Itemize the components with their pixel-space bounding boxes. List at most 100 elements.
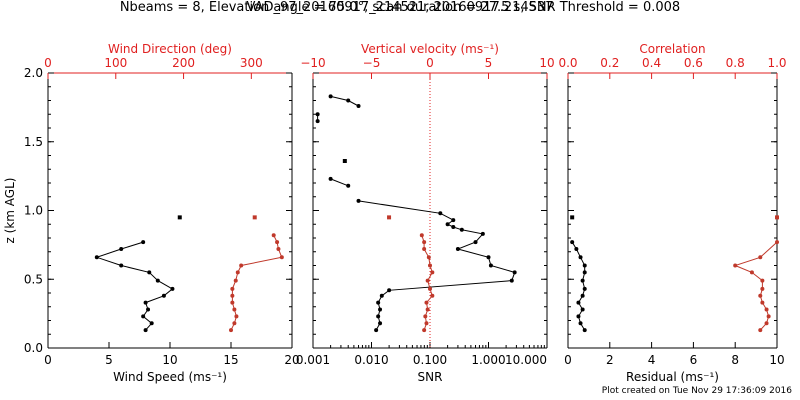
residual-series-0-point — [570, 240, 575, 245]
snr-series-1-point — [425, 307, 430, 312]
wind-series-1-point — [230, 286, 235, 291]
snr-xlabel-bottom: SNR — [418, 370, 443, 384]
residual-series-1-point — [760, 300, 765, 305]
snr-series-0-point — [328, 94, 333, 99]
residual-series-1-point — [766, 314, 771, 319]
wind-xtick-label-bottom: 10 — [162, 353, 177, 367]
residual-xtick-label-bottom: 6 — [690, 353, 698, 367]
snr-series-0-line — [330, 95, 359, 107]
residual-series-0-point — [576, 314, 581, 319]
wind-xtick-label-bottom: 20 — [284, 353, 299, 367]
figure-title-line2: Nbeams = 8, Elevation angle = 75.0°, sca… — [119, 0, 681, 15]
snr-xtick-label-top: −5 — [363, 56, 381, 70]
wind-series-0-point — [149, 321, 154, 326]
wind-xtick-label-top: 0 — [44, 56, 52, 70]
y-tick-label: 2.0 — [24, 66, 43, 80]
snr-series-1-point — [425, 278, 430, 283]
snr-series-0-point — [315, 119, 320, 124]
snr-series-0-point — [512, 270, 517, 275]
snr-xtick-label-bottom: 0.001 — [296, 353, 330, 367]
residual-series-1-point — [764, 307, 769, 312]
snr-xtick-label-bottom: 0.100 — [413, 353, 447, 367]
snr-series-0-point — [346, 183, 351, 188]
residual-series-0-isolated-point — [570, 215, 575, 220]
snr-series-1-point — [430, 270, 435, 275]
wind-series-0-point — [94, 255, 99, 260]
wind-series-0-isolated-point — [177, 215, 182, 220]
residual-series-0-point — [580, 278, 585, 283]
snr-series-0-point — [374, 328, 379, 333]
snr-series-1-point — [428, 263, 432, 268]
wind-xtick-label-bottom: 0 — [44, 353, 52, 367]
snr-xtick-label-top: 10 — [539, 56, 554, 70]
snr-series-1-point — [430, 293, 435, 298]
wind-series-0-point — [155, 278, 160, 283]
wind-series-0-point — [143, 328, 148, 333]
snr-series-0-point — [438, 211, 443, 216]
snr-series-0-point — [378, 307, 383, 312]
wind-series-1-point — [239, 263, 244, 268]
wind-series-0-point — [119, 263, 124, 268]
wind-series-0-point — [170, 286, 175, 291]
wind-series-0-point — [141, 240, 146, 245]
residual-xlabel-top: Correlation — [639, 42, 705, 56]
snr-series-0-point — [459, 227, 464, 232]
y-tick-label: 0.5 — [24, 272, 43, 286]
wind-xtick-label-top: 300 — [240, 56, 263, 70]
snr-series-0-point — [376, 314, 381, 319]
snr-series-0-point — [473, 240, 478, 245]
snr-series-1-point — [426, 255, 431, 260]
residual-xtick-label-bottom: 10 — [769, 353, 784, 367]
snr-series-0-point — [451, 225, 456, 229]
residual-series-0-point — [582, 263, 587, 268]
snr-series-1-point — [422, 247, 427, 251]
wind-xtick-label-top: 200 — [172, 56, 195, 70]
snr-series-0-point — [378, 321, 383, 326]
residual-series-0-point — [582, 270, 587, 275]
snr-xtick-label-bottom: 1.000 — [471, 353, 505, 367]
wind-series-1-point — [230, 300, 235, 305]
snr-series-1-isolated-point — [387, 215, 392, 220]
residual-series-0-point — [582, 286, 587, 291]
residual-series-1-point — [760, 278, 765, 283]
residual-series-1-line — [733, 241, 778, 331]
residual-xtick-label-top: 0.0 — [558, 56, 577, 70]
snr-series-0-point — [328, 176, 333, 181]
wind-xtick-label-bottom: 15 — [223, 353, 238, 367]
wind-series-0-point — [119, 247, 124, 251]
snr-series-0-point — [315, 112, 320, 117]
snr-series-1-point — [422, 240, 427, 245]
snr-series-0-point — [480, 231, 485, 236]
residual-series-0-point — [580, 307, 585, 312]
wind-series-0-point — [141, 314, 146, 319]
snr-series-1-point — [428, 286, 432, 291]
snr-xtick-label-top: −10 — [300, 56, 325, 70]
wind-series-0-point — [161, 293, 166, 298]
snr-series-0-point — [445, 222, 450, 227]
residual-series-1-point — [760, 286, 765, 291]
residual-xtick-label-top: 0.6 — [684, 56, 703, 70]
snr-series-1-point — [423, 314, 428, 319]
wind-xtick-label-top: 100 — [104, 56, 127, 70]
wind-series-1-line — [230, 235, 283, 331]
snr-series-1-point — [424, 300, 429, 305]
snr-series-0-point — [451, 218, 456, 223]
residual-series-0-point — [574, 247, 579, 251]
y-axis-label: z (km AGL) — [3, 178, 17, 244]
residual-series-0-point — [578, 321, 583, 326]
wind-series-1-point — [275, 240, 280, 245]
snr-series-1-point — [422, 328, 427, 333]
plot-created-footer: Plot created on Tue Nov 29 17:36:09 2016 — [601, 386, 792, 396]
snr-xlabel-top: Vertical velocity (ms⁻¹) — [361, 42, 499, 56]
wind-series-0-point — [147, 270, 152, 275]
residual-xtick-label-top: 0.8 — [726, 56, 745, 70]
wind-series-1-point — [271, 233, 276, 238]
residual-xlabel-bottom: Residual (ms⁻¹) — [626, 370, 719, 384]
snr-series-0-isolated-point — [342, 159, 347, 163]
wind-series-0-line — [95, 241, 174, 331]
wind-xtick-label-bottom: 5 — [105, 353, 113, 367]
residual-xtick-label-top: 0.2 — [600, 56, 619, 70]
wind-series-1-point — [235, 270, 240, 275]
residual-series-0-point — [576, 300, 581, 305]
snr-xtick-label-bottom: 10.000 — [505, 353, 547, 367]
